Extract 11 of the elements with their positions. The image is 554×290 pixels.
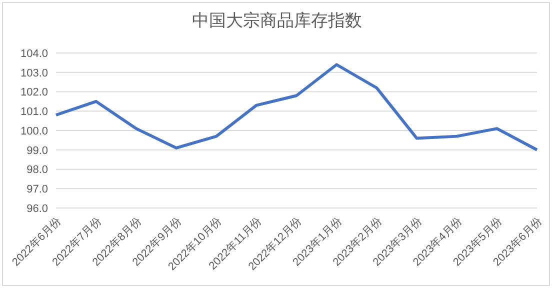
chart-title: 中国大宗商品库存指数 (191, 10, 363, 32)
y-tick-label: 101.0 (20, 106, 48, 118)
line-series (54, 63, 538, 152)
y-tick-label: 102.0 (20, 86, 48, 99)
y-tick-label: 97.0 (26, 184, 48, 196)
y-tick-label: 104.0 (20, 48, 48, 60)
y-tick-label: 99.0 (26, 144, 48, 157)
y-tick-label: 103.0 (20, 67, 48, 80)
y-tick-label: 96.0 (26, 202, 48, 215)
y-tick-label: 98.0 (26, 164, 48, 176)
y-tick-label: 100.0 (20, 125, 48, 138)
